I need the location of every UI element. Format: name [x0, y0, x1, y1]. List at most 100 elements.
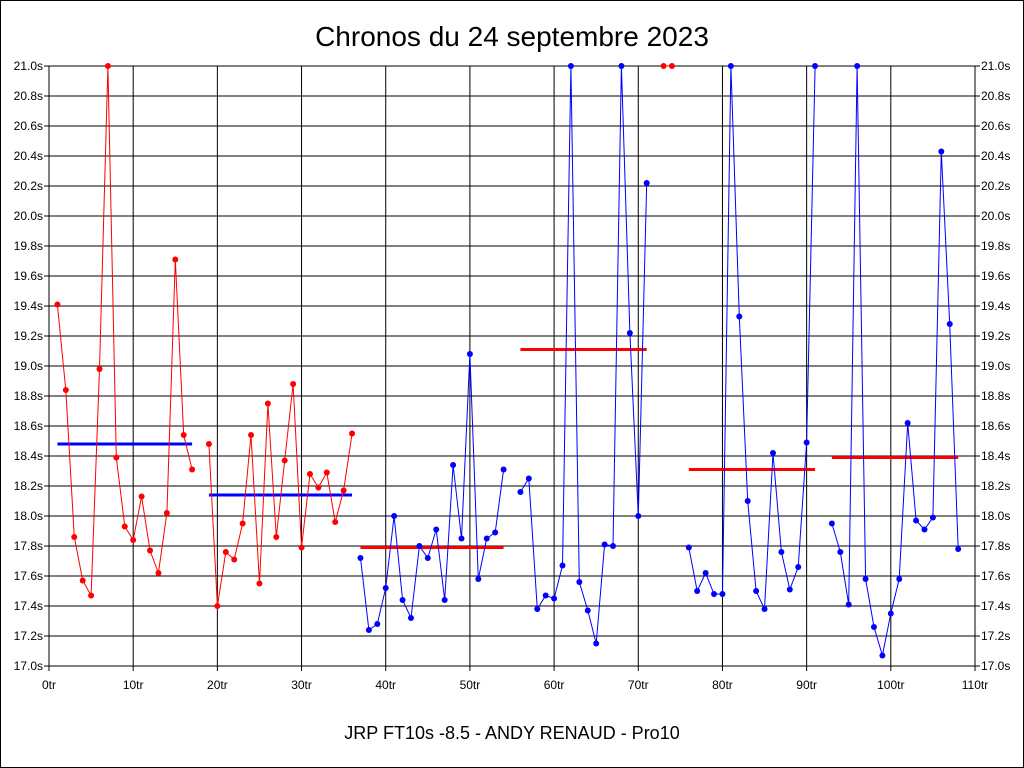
y-tick-label-right: 18.8s — [981, 389, 1010, 403]
data-point — [340, 487, 347, 494]
y-tick-label-right: 20.8s — [981, 89, 1010, 103]
y-tick-label-right: 17.4s — [981, 599, 1010, 613]
data-point — [643, 180, 650, 186]
data-point — [256, 580, 263, 587]
y-tick-label: 17.2s — [14, 629, 43, 643]
data-point — [466, 351, 473, 357]
data-point — [567, 63, 574, 69]
data-point — [769, 450, 776, 456]
y-tick-label-right: 19.8s — [981, 239, 1010, 253]
y-tick-label: 18.6s — [14, 419, 43, 433]
data-point — [298, 544, 305, 551]
y-tick-label: 19.4s — [14, 299, 43, 313]
y-tick-label-right: 17.0s — [981, 659, 1010, 673]
x-tick-label: 110tr — [962, 678, 988, 692]
y-tick-label: 18.0s — [14, 509, 43, 523]
data-point — [458, 535, 465, 542]
data-point — [786, 586, 793, 593]
x-tick-label: 30tr — [291, 678, 312, 692]
data-point — [795, 564, 802, 570]
data-point — [130, 537, 137, 543]
data-point — [845, 601, 852, 608]
data-point — [862, 576, 869, 582]
data-point — [214, 603, 221, 609]
data-point — [441, 597, 448, 603]
series-line — [519, 65, 648, 644]
data-point — [694, 588, 701, 594]
data-point — [778, 549, 785, 555]
data-point — [281, 457, 288, 464]
y-axis-right: 17.0s 17.2s 17.4s 17.6s 17.8s 18.0s 18.2s 18.4s… — [981, 59, 1010, 673]
x-tick-label: 20tr — [207, 678, 228, 692]
y-tick-label-right: 17.2s — [981, 629, 1010, 643]
data-point — [668, 63, 675, 69]
y-tick-label-right: 20.4s — [981, 149, 1010, 163]
data-point — [626, 330, 633, 336]
data-point — [248, 432, 255, 438]
data-point — [374, 621, 381, 627]
data-point — [357, 555, 364, 561]
data-point — [264, 400, 271, 407]
data-point — [88, 592, 95, 599]
y-tick-label: 20.0s — [14, 209, 43, 223]
data-point — [761, 606, 768, 612]
data-point — [349, 430, 356, 437]
series-line — [831, 65, 959, 656]
data-point — [938, 148, 945, 155]
series-lines — [56, 65, 959, 656]
x-tick-label: 0tr — [42, 678, 56, 692]
series-line — [688, 65, 816, 610]
y-tick-label-right: 18.4s — [981, 449, 1010, 463]
data-point — [896, 576, 903, 582]
y-tick-label: 17.6s — [14, 569, 43, 583]
chart-title: Chronos du 24 septembre 2023 — [315, 21, 709, 52]
data-point — [753, 588, 760, 594]
data-point — [946, 321, 953, 327]
chart-subtitle: JRP FT10s -8.5 - ANDY RENAUD - Pro10 — [344, 723, 679, 743]
data-point — [180, 432, 187, 438]
data-point — [290, 381, 297, 387]
y-tick-label: 18.2s — [14, 479, 43, 493]
data-point — [593, 640, 600, 647]
data-point — [450, 462, 457, 468]
data-point — [424, 555, 431, 561]
average-lines — [57, 348, 959, 549]
data-point — [399, 597, 406, 603]
data-point — [306, 471, 313, 477]
x-tick-label: 60tr — [544, 678, 565, 692]
data-point — [407, 615, 414, 621]
data-point — [62, 387, 69, 393]
data-point — [542, 592, 549, 599]
data-point — [812, 63, 819, 69]
x-tick-label: 10tr — [123, 678, 144, 692]
y-tick-label-right: 18.0s — [981, 509, 1010, 523]
data-point — [475, 576, 482, 582]
series-line — [360, 353, 505, 631]
data-point — [332, 519, 339, 525]
data-point — [719, 591, 726, 597]
y-tick-label-right: 17.8s — [981, 539, 1010, 553]
data-point — [921, 526, 928, 533]
data-point — [929, 514, 936, 521]
data-point — [79, 577, 86, 584]
data-point — [416, 543, 423, 549]
grid — [44, 65, 980, 671]
data-point — [315, 484, 322, 491]
data-point — [365, 627, 372, 633]
y-tick-label-right: 19.0s — [981, 359, 1010, 373]
data-point — [584, 607, 591, 614]
y-tick-label: 18.8s — [14, 389, 43, 403]
data-point — [525, 475, 532, 482]
data-point — [155, 570, 162, 576]
y-tick-label: 19.0s — [14, 359, 43, 373]
data-point — [492, 529, 499, 536]
data-point — [887, 610, 894, 617]
y-tick-label-right: 17.6s — [981, 569, 1010, 583]
data-point — [854, 63, 861, 69]
data-point — [660, 63, 667, 69]
data-point — [551, 595, 558, 602]
y-tick-label-right: 19.4s — [981, 299, 1010, 313]
x-tick-label: 100tr — [877, 678, 904, 692]
